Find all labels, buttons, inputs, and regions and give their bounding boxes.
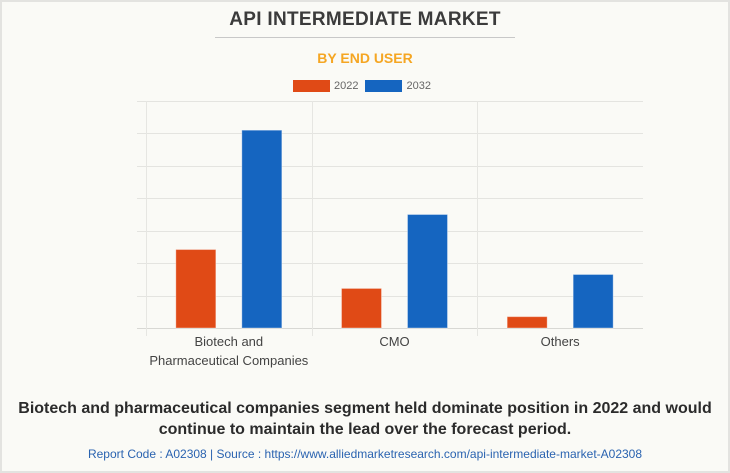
title-divider	[215, 37, 515, 38]
x-tick-label: Biotech and	[194, 334, 263, 349]
chart-subtitle: BY END USER	[317, 50, 413, 66]
legend-swatch-2022	[293, 80, 330, 92]
legend-label-2032: 2032	[406, 80, 431, 92]
legend-swatch-2032	[365, 80, 403, 92]
bar-2022-2	[506, 316, 548, 329]
bar-2022-0	[175, 249, 217, 329]
legend-item-2032[interactable]: 2032	[365, 80, 431, 92]
bar-2022-1	[341, 287, 382, 329]
bar-2032-0	[241, 129, 283, 329]
x-tick-label: Pharmaceutical Companies	[149, 353, 308, 368]
bar-2032-1	[407, 214, 448, 329]
chart-caption: Biotech and pharmaceutical companies seg…	[18, 400, 712, 438]
chart-title: API INTERMEDIATE MARKET	[229, 9, 501, 30]
legend-item-2022[interactable]: 2022	[293, 80, 358, 92]
source-link[interactable]: Report Code : A02308 | Source : https://…	[87, 447, 643, 461]
legend-label-2022: 2022	[334, 80, 359, 92]
bar-chart: Biotech and Pharmaceutical Companies CMO Ot…	[137, 101, 643, 368]
x-tick-label: Others	[541, 334, 581, 349]
x-tick-label: CMO	[379, 334, 409, 349]
legend: 2022 2032	[293, 80, 438, 92]
bar-2032-2	[572, 273, 614, 329]
